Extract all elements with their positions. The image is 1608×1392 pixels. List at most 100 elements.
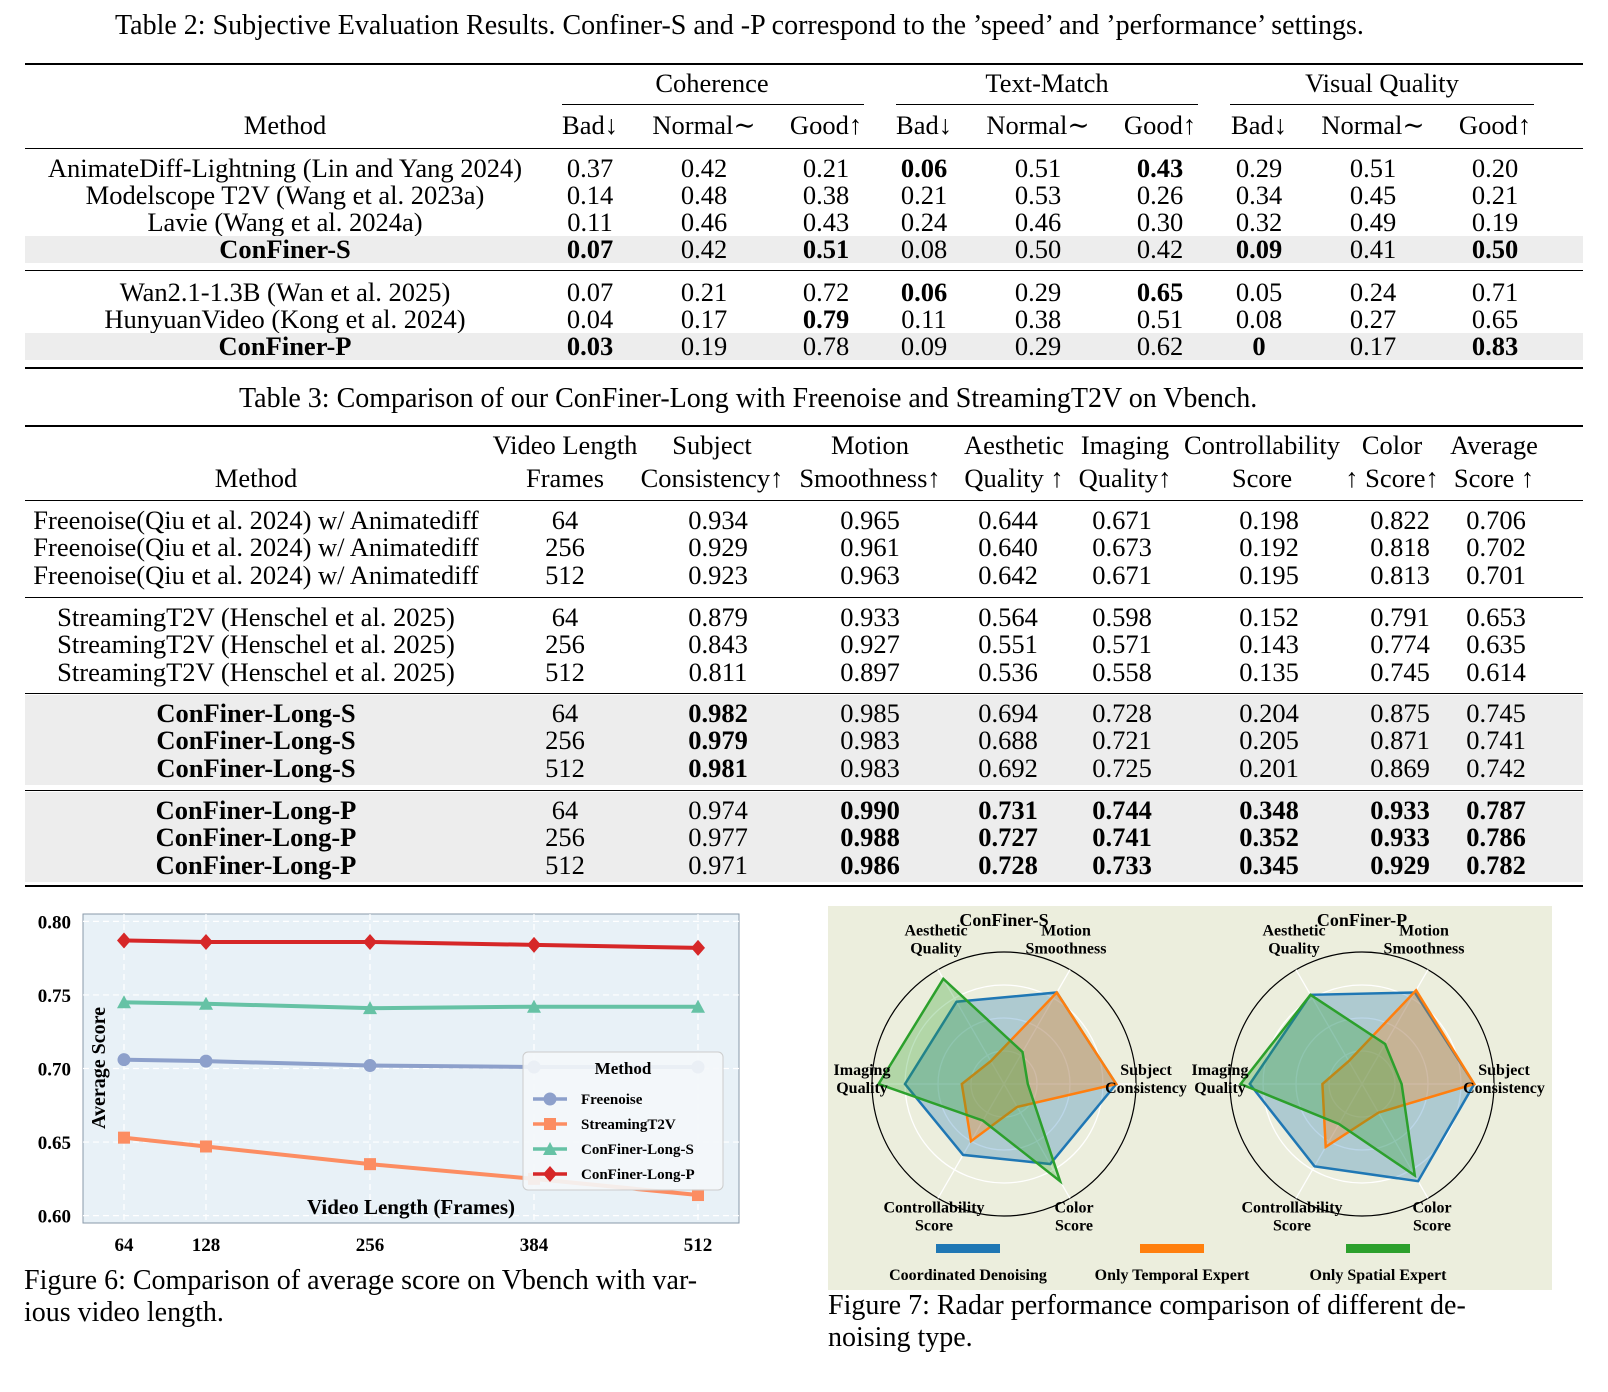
table2-method-cell: Wan2.1-1.3B (Wan et al. 2025) (119, 277, 451, 307)
figure7-axis-label: Aesthetic (1262, 923, 1325, 940)
table3-value-cell: 0.728 (978, 849, 1038, 880)
table3-block-highlight (25, 792, 1583, 882)
table3-value-cell: 0.135 (1239, 656, 1299, 687)
table3-header-line1: Subject (672, 430, 752, 460)
table2-subheader: Normal∼ (652, 110, 756, 140)
table2-value-cell: 0.46 (1014, 207, 1062, 237)
table2-value-cell: 0.38 (802, 180, 850, 210)
figure6-data-point (543, 1166, 557, 1182)
table3-method-cell: StreamingT2V (Henschel et al. 2025) (57, 602, 455, 632)
table2-subheader: Normal∼ (986, 110, 1090, 140)
table2-value-cell: 0.30 (1136, 207, 1184, 237)
table3-value-cell: 0.933 (1370, 822, 1430, 853)
table2-value-cell: 0.24 (900, 207, 948, 237)
table2-value-cell: 0.43 (1136, 153, 1184, 183)
table2-value-cell: 0.26 (1136, 180, 1184, 210)
table3-header-line2: ↑ Score↑ (1345, 463, 1439, 493)
table3-value-cell: 0.551 (978, 629, 1038, 660)
figure6-xlabel: Video Length (Frames) (307, 1195, 515, 1219)
table3-value-cell: 0.985 (840, 698, 900, 728)
table3-value-cell: 0.927 (840, 629, 900, 660)
figure7-radar-chart: ConFiner-SSubjectConsistencyMotionSmooth… (828, 906, 1552, 1290)
table2-value-cell: 0.21 (900, 180, 948, 210)
table3-header-line2: Score ↑ (1453, 463, 1535, 493)
figure6-data-point (199, 933, 213, 950)
table3-value-cell: 0.640 (978, 532, 1038, 563)
table2-value-cell: 0.07 (566, 234, 614, 264)
table3-header-line2: Method (214, 463, 298, 493)
table2-value-cell: 0.27 (1349, 304, 1397, 334)
table3-header-line2: Consistency↑ (640, 463, 784, 493)
figure7-axis-label: Consistency (1463, 1080, 1545, 1097)
table2-method-cell: ConFiner-P (218, 331, 352, 361)
table3-value-cell: 0.721 (1092, 725, 1152, 756)
table3-value-cell: 0.897 (840, 656, 900, 687)
table2-value-cell: 0.51 (1136, 304, 1184, 334)
table3-value-cell: 512 (545, 849, 585, 880)
figure6-ytick-label: 0.70 (38, 1060, 71, 1081)
table3-value-cell: 0.745 (1466, 698, 1526, 728)
table3-header-line2: Score (1231, 463, 1293, 493)
table3-value-cell: 0.614 (1466, 656, 1526, 687)
table2-value-cell: 0.50 (1014, 234, 1062, 264)
table3-value-cell: 0.205 (1239, 725, 1299, 756)
figure7-spoke (1003, 969, 1071, 1085)
table3-value-cell: 0.571 (1092, 629, 1152, 660)
table3-method-cell: Freenoise(Qiu et al. 2024) w/ Animatedif… (33, 532, 479, 563)
table3-value-cell: 0.971 (688, 849, 748, 880)
table2-subheader: Bad↓ (896, 110, 952, 140)
table2-value-cell: 0.78 (802, 331, 850, 361)
table2-value-cell: 0.17 (680, 304, 728, 334)
figure7-axis-label: Score (1273, 1217, 1311, 1234)
table3-value-cell: 512 (545, 752, 585, 783)
table2-value-cell: 0.05 (1235, 277, 1283, 307)
table3-value-cell: 0.741 (1466, 725, 1526, 756)
table2-value-cell: 0.09 (900, 331, 948, 361)
table3-value-cell: 0.843 (688, 629, 748, 660)
table3-value-cell: 0.988 (840, 822, 900, 853)
figure7-spoke (1295, 1083, 1363, 1199)
table3-value-cell: 256 (545, 822, 585, 853)
table2-value-cell: 0 (1252, 331, 1266, 361)
table2-bottom-rule (25, 367, 1583, 369)
figure6-data-point (117, 995, 131, 1009)
figure7-legend-label: Coordinated Denoising (889, 1267, 1047, 1284)
table3-value-cell: 0.635 (1466, 629, 1526, 660)
table2-value-cell: 0.51 (1014, 153, 1062, 183)
table2-value-cell: 0.19 (680, 331, 728, 361)
figure6-data-point (363, 933, 377, 950)
table2-group-rule-textmatch (896, 104, 1198, 105)
figure6-ytick-label: 0.75 (38, 986, 71, 1007)
table3-method-cell: StreamingT2V (Henschel et al. 2025) (57, 656, 455, 687)
table2-value-cell: 0.45 (1349, 180, 1397, 210)
table2-value-cell: 0.14 (566, 180, 614, 210)
table3-value-cell: 0.564 (978, 602, 1038, 632)
table3-header-line2: Quality ↑ (964, 463, 1064, 493)
figure6-xtick-label: 64 (115, 1235, 135, 1256)
figure6-legend-title: Method (595, 1059, 652, 1078)
table2-value-cell: 0.41 (1349, 234, 1397, 264)
figure7-caption-line2: noising type. (828, 1322, 973, 1353)
table2-method-cell: AnimateDiff-Lightning (Lin and Yang 2024… (47, 153, 523, 183)
table2-header-rule (25, 148, 1583, 149)
table3-value-cell: 0.742 (1466, 752, 1526, 783)
table3-value-cell: 256 (545, 629, 585, 660)
figure7-axis-label: Smoothness (1384, 941, 1465, 958)
table3-value-cell: 64 (551, 795, 579, 825)
figure6-xtick-label: 384 (520, 1235, 549, 1256)
table2-value-cell: 0.37 (566, 153, 614, 183)
table2-value-cell: 0.11 (567, 207, 613, 237)
figure7-legend-swatch (936, 1244, 1000, 1253)
table3-value-cell: 0.813 (1370, 559, 1430, 590)
table2-group-visualquality: Visual Quality (1305, 68, 1459, 98)
table3-value-cell: 0.923 (688, 559, 748, 590)
table3-value-cell: 0.965 (840, 505, 900, 535)
table3-method-cell: Freenoise(Qiu et al. 2024) w/ Animatedif… (33, 505, 479, 535)
table3-value-cell: 0.728 (1092, 698, 1152, 728)
table2-value-cell: 0.50 (1471, 234, 1519, 264)
table3-value-cell: 0.702 (1466, 532, 1526, 563)
table2-group-rule-coherence (562, 104, 864, 105)
table3-bottom-rule (25, 885, 1583, 887)
table3-value-cell: 0.727 (978, 822, 1038, 853)
